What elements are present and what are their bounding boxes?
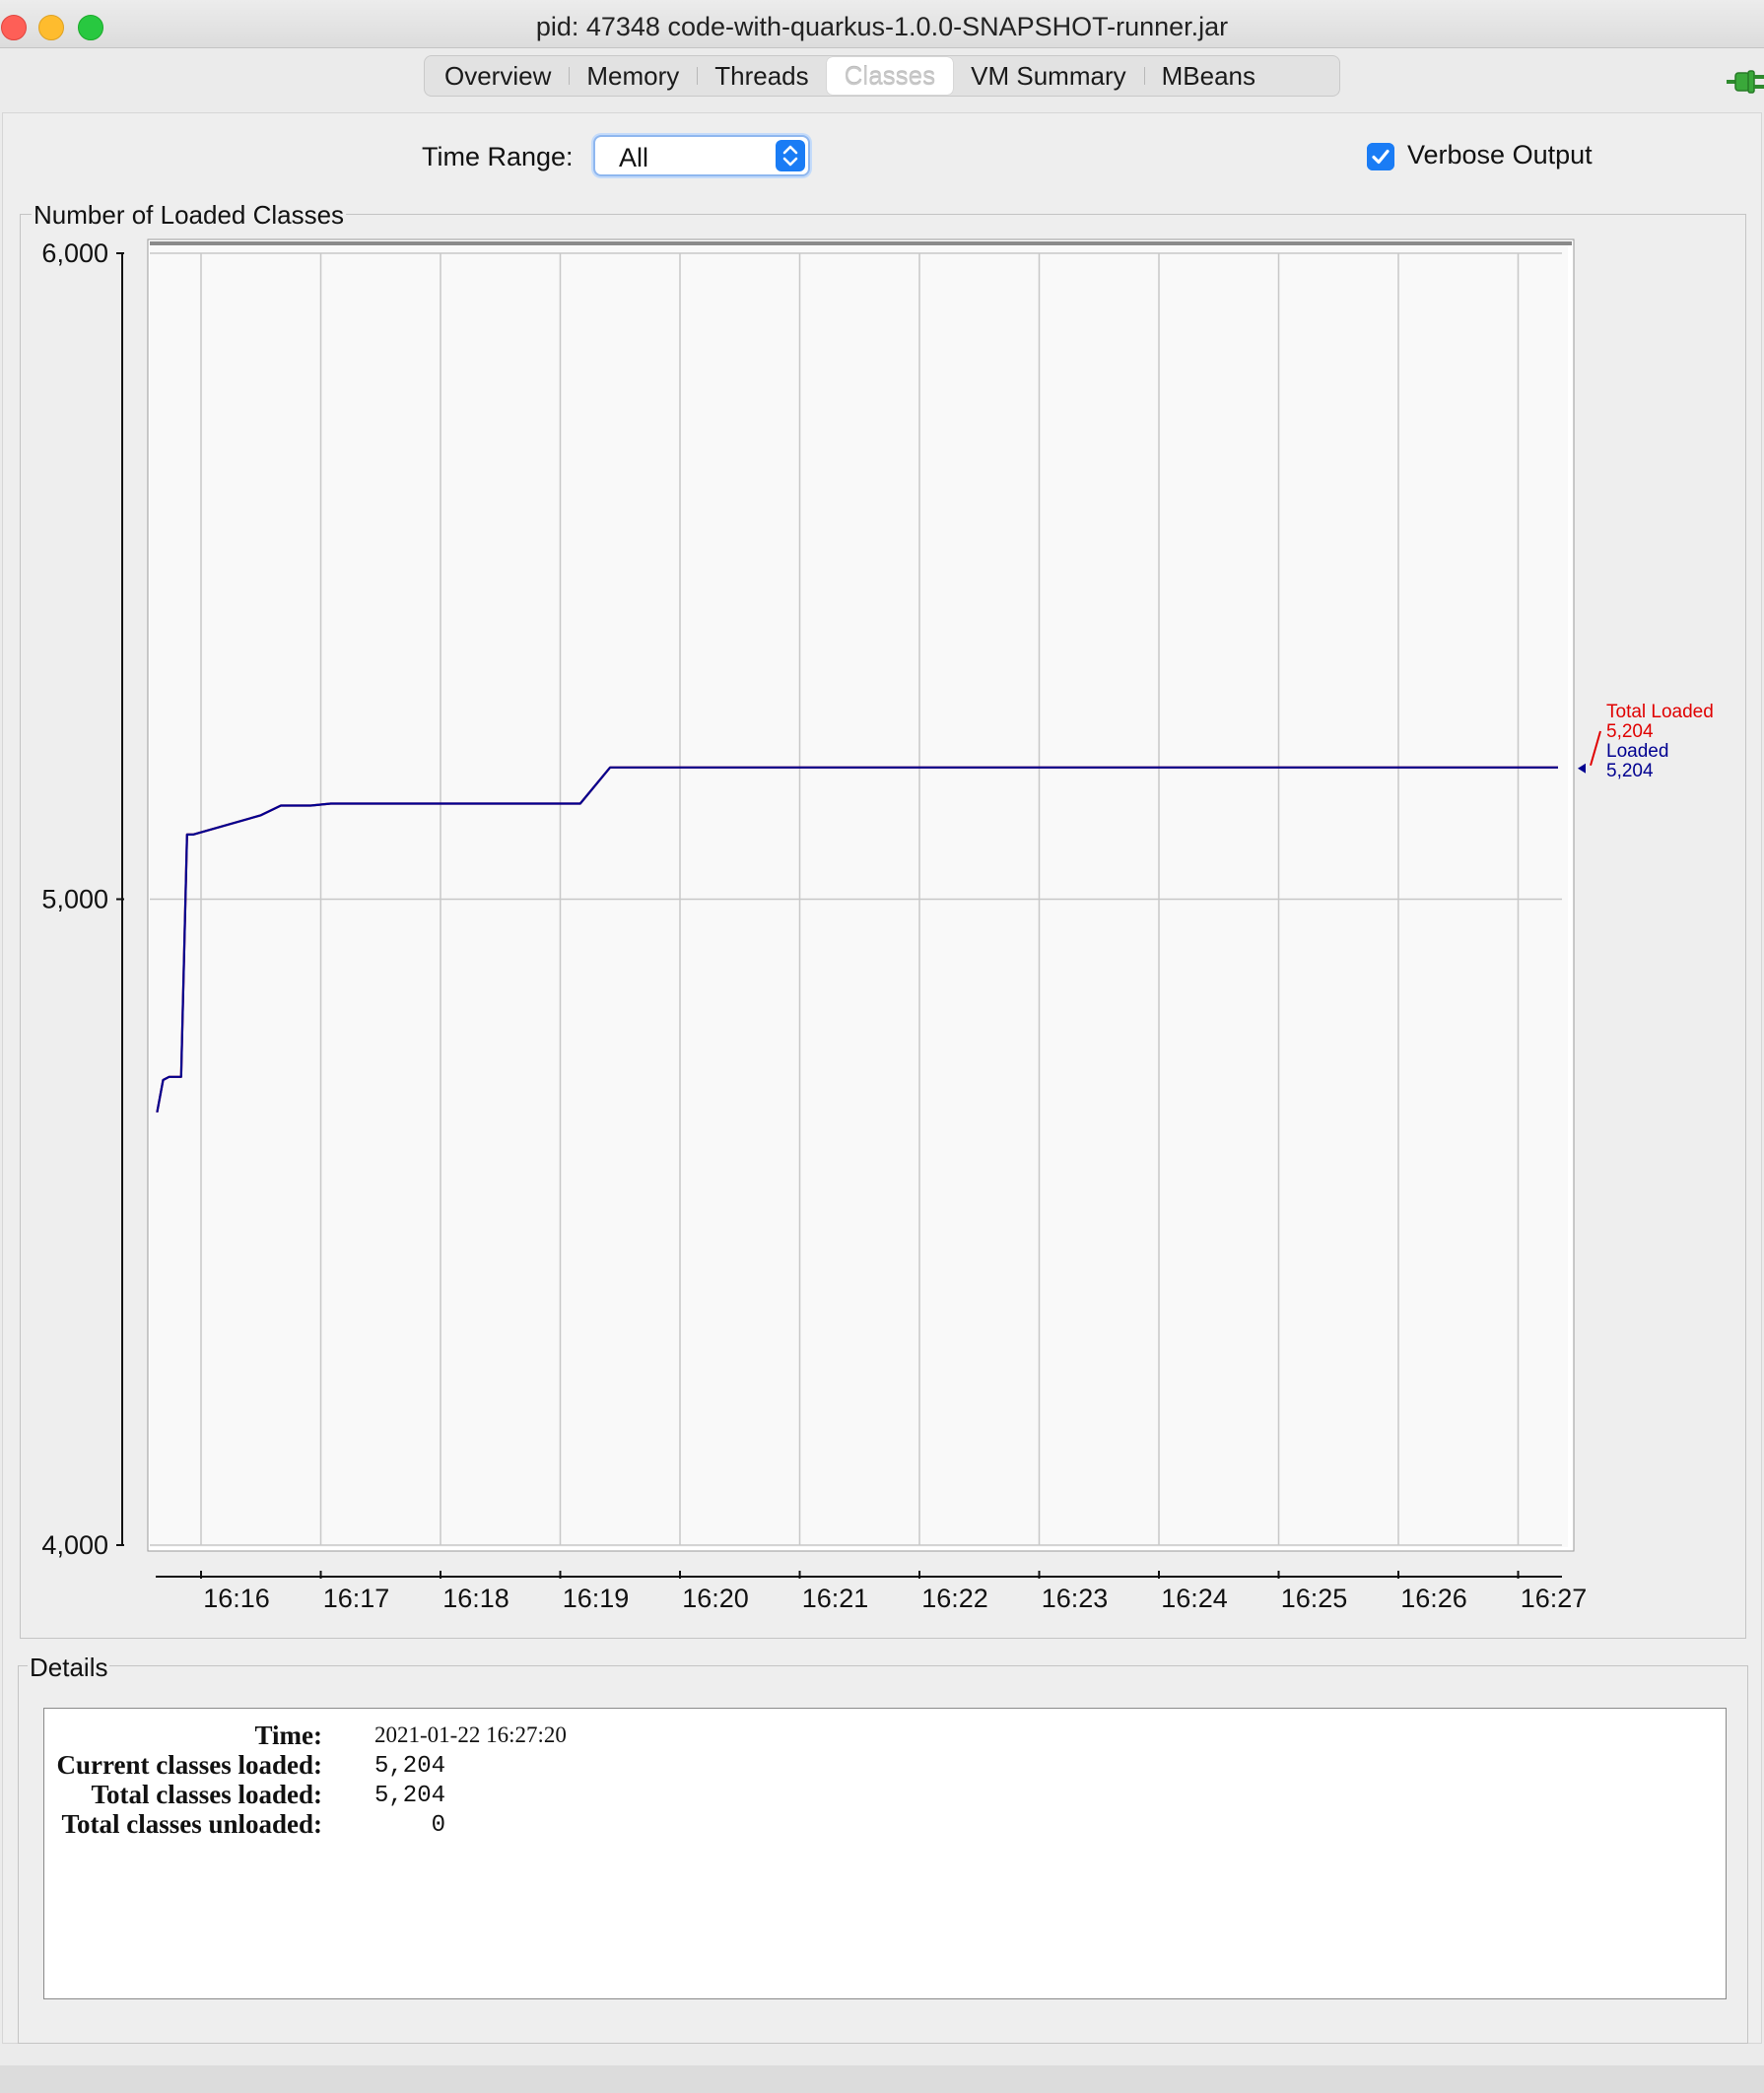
detail-label: Total classes loaded: <box>91 1780 322 1809</box>
tab-threads[interactable]: Threads <box>697 57 826 95</box>
window-bottom-edge <box>0 2065 1764 2093</box>
legend-label-loaded: Loaded <box>1606 741 1668 762</box>
plot-area <box>147 238 1575 1552</box>
window-titlebar: pid: 47348 code-with-quarkus-1.0.0-SNAPS… <box>0 0 1764 48</box>
time-range-select[interactable]: All <box>593 135 810 176</box>
chart-group-border <box>20 214 1746 1639</box>
x-axis-labels: 16:16 16:17 16:18 16:19 16:20 16:21 16:22 16:23… <box>203 1584 1587 1613</box>
tab-overview[interactable]: Overview <box>444 61 552 91</box>
x-tick-label: 16:16 <box>203 1584 270 1613</box>
x-tick-label: 16:20 <box>682 1584 749 1613</box>
series-line-loaded <box>156 766 1558 1114</box>
x-tick-label: 16:26 <box>1400 1584 1467 1613</box>
minimize-window-button[interactable] <box>38 15 64 40</box>
tab-vm-summary[interactable]: VM Summary <box>971 61 1126 91</box>
chart-axes <box>116 252 1562 1579</box>
tab-mbeans[interactable]: MBeans <box>1143 57 1273 95</box>
tab-classes[interactable]: Classes <box>826 57 954 95</box>
x-tick-label: 16:27 <box>1521 1584 1588 1613</box>
details-group-title: Details <box>28 1653 110 1683</box>
x-tick-label: 16:19 <box>563 1584 630 1613</box>
legend-label-total: Total Loaded <box>1606 702 1714 722</box>
legend-value-total: 5,204 <box>1606 721 1654 742</box>
loaded-classes-chart: 6,000 5,000 4,000 16:16 16:17 16:18 16:19 16:2… <box>41 238 1714 1613</box>
chart-group-title: Number of Loaded Classes <box>32 200 347 231</box>
window-title: pid: 47348 code-with-quarkus-1.0.0-SNAPS… <box>535 12 1229 41</box>
detail-label: Time: <box>254 1721 323 1750</box>
legend-connector-total <box>1590 730 1601 767</box>
close-window-button[interactable] <box>1 15 27 40</box>
x-tick-label: 16:17 <box>323 1584 390 1613</box>
x-tick-label: 16:22 <box>921 1584 988 1613</box>
x-tick-label: 16:23 <box>1042 1584 1109 1613</box>
chevron-up-down-icon <box>776 140 805 171</box>
y-tick-label: 6,000 <box>41 238 108 268</box>
y-tick-label: 5,000 <box>41 885 108 914</box>
time-range-label: Time Range: <box>422 142 574 171</box>
details-group-border <box>18 1665 1748 2044</box>
x-tick-label: 16:18 <box>442 1584 509 1613</box>
detail-value: 5,204 <box>374 1753 446 1780</box>
legend-value-loaded: 5,204 <box>1606 761 1654 781</box>
x-tick-label: 16:24 <box>1161 1584 1228 1613</box>
x-tick-label: 16:21 <box>802 1584 869 1613</box>
verbose-output-checkbox[interactable] <box>1367 143 1394 170</box>
detail-label: Total classes unloaded: <box>61 1809 322 1839</box>
zoom-window-button[interactable] <box>78 15 103 40</box>
plug-icon[interactable] <box>1727 69 1764 95</box>
plot-top-bar <box>150 241 1572 245</box>
time-range-value: All <box>619 143 649 172</box>
chart-series <box>156 766 1558 1114</box>
y-tick-label: 4,000 <box>41 1530 108 1560</box>
detail-value: 0 <box>431 1812 445 1839</box>
details-text-area: Time: 2021-01-22 16:27:20 Current classe… <box>43 1708 1727 1999</box>
detail-value: 2021-01-22 16:27:20 <box>374 1722 567 1747</box>
legend-marker-loaded <box>1578 763 1586 774</box>
y-axis-labels: 6,000 5,000 4,000 <box>41 238 108 1560</box>
tab-memory[interactable]: Memory <box>569 57 697 95</box>
verbose-output-label[interactable]: Verbose Output <box>1407 140 1593 169</box>
detail-value: 5,204 <box>374 1783 446 1809</box>
detail-label: Current classes loaded: <box>56 1750 323 1780</box>
x-tick-label: 16:25 <box>1281 1584 1348 1613</box>
chart-grid <box>150 252 1562 1546</box>
plot-area-fill <box>150 245 1568 1547</box>
tab-bar: Overview Memory Threads Classes VM Summa… <box>424 55 1340 97</box>
